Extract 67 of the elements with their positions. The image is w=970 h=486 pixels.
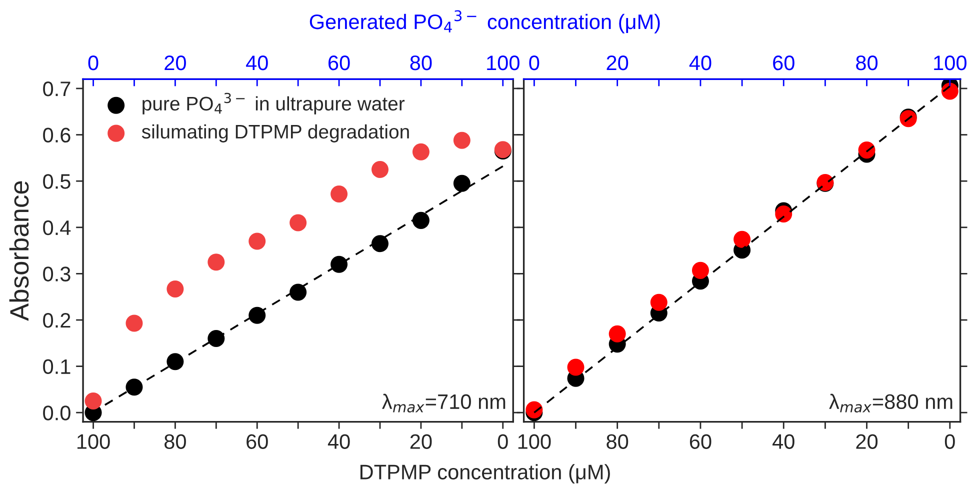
x2-tick-label: 40 xyxy=(246,55,268,70)
point xyxy=(372,235,389,252)
x2-tick-label: 20 xyxy=(164,55,186,70)
annotation: λ$_{max}$=880 nm xyxy=(829,394,952,412)
point xyxy=(290,214,307,232)
x-tick-label: 100 xyxy=(518,434,551,449)
legend-label: pure PO$_{4}$$^{3−}$ in ultrapure water xyxy=(142,92,405,114)
x-tick-label: 0 xyxy=(944,434,955,449)
y-tick-label: 0.7 xyxy=(43,81,70,96)
y-tick-label: 0.5 xyxy=(43,174,70,189)
x2-tick-label: 60 xyxy=(328,55,350,70)
point xyxy=(290,284,307,301)
point xyxy=(412,212,430,229)
x-tick-label: 20 xyxy=(856,434,878,449)
x-tick-label: 100 xyxy=(77,434,110,449)
y-tick-label: 0.1 xyxy=(43,359,70,374)
point xyxy=(84,392,102,410)
point xyxy=(453,174,470,192)
point xyxy=(248,306,266,324)
point xyxy=(608,325,626,342)
point xyxy=(734,230,751,248)
point xyxy=(208,330,225,348)
y-tick-label: 0.3 xyxy=(43,266,70,282)
point xyxy=(858,142,876,159)
point xyxy=(330,256,348,273)
point xyxy=(567,358,584,376)
point xyxy=(692,262,709,279)
y-axis-title: Absorbance xyxy=(9,181,29,321)
x-axis-title: DTPMP concentration (μM) xyxy=(360,464,610,484)
x-tick-label: 40 xyxy=(772,434,794,449)
point xyxy=(126,314,143,332)
point xyxy=(650,294,668,311)
x2-tick-label: 40 xyxy=(689,55,712,70)
point xyxy=(166,280,184,298)
point xyxy=(941,82,958,100)
point xyxy=(208,254,225,271)
y-tick-label: 0.6 xyxy=(43,128,70,143)
point xyxy=(372,161,389,178)
annotation: λ$_{max}$=710 nm xyxy=(382,394,506,412)
y-tick-label: 0.4 xyxy=(43,220,71,236)
x-tick-label: 0 xyxy=(498,434,508,449)
x-tick-label: 60 xyxy=(690,434,712,449)
x2-tick-label: 60 xyxy=(773,55,794,70)
x2-tick-label: 100 xyxy=(487,55,520,70)
x-tick-label: 20 xyxy=(410,434,432,449)
point xyxy=(166,353,184,370)
x-tick-label: 80 xyxy=(164,434,186,449)
x2-tick-label: 100 xyxy=(934,55,966,70)
point xyxy=(330,186,348,203)
x2-tick-label: 20 xyxy=(606,55,628,70)
point xyxy=(248,232,266,250)
x2-tick-label: 0 xyxy=(529,55,540,70)
text: 0.0 xyxy=(43,406,70,420)
legend-label: silumating DTPMP degradation xyxy=(142,124,409,142)
point xyxy=(453,132,470,149)
x2-tick-label: 0 xyxy=(88,55,98,70)
y-tick-label: 0.2 xyxy=(43,312,70,328)
x-tick-label: 80 xyxy=(606,434,628,449)
x2-tick-label: 80 xyxy=(856,55,878,70)
point xyxy=(775,205,792,222)
point xyxy=(412,143,430,160)
x-tick-label: 60 xyxy=(246,434,268,449)
point xyxy=(526,401,543,418)
x2-axis-title: Generated PO$_{4}$$^{3−}$ concentration (μM) xyxy=(310,10,660,34)
point xyxy=(126,378,143,396)
x-tick-label: 40 xyxy=(328,434,350,449)
x2-tick-label: 80 xyxy=(410,55,432,70)
